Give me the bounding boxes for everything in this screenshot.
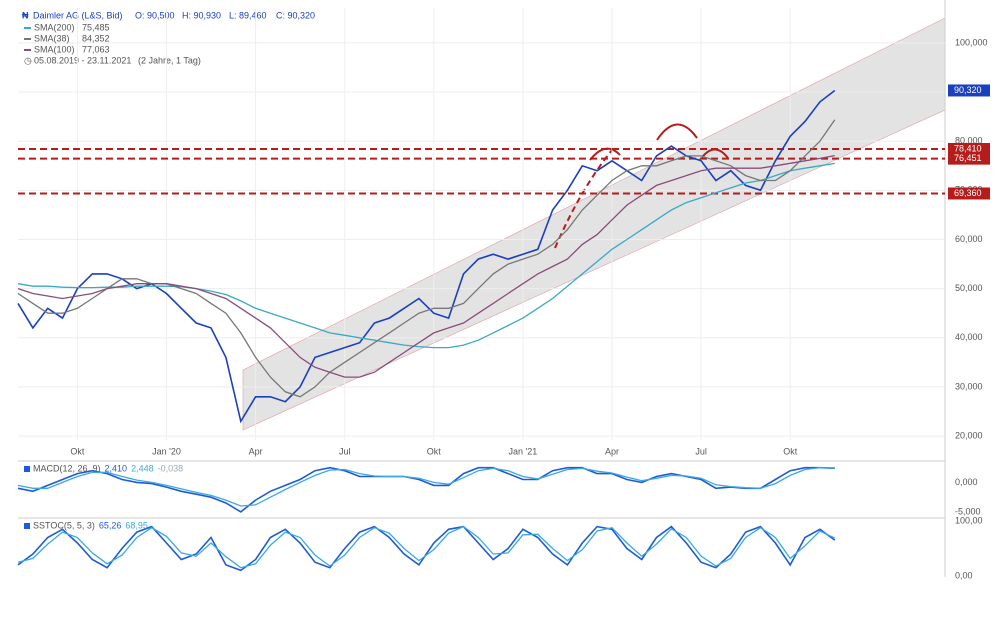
x-tick-label: Jul [695, 446, 707, 456]
y-tick-label: 40,000 [955, 332, 983, 342]
level-label: 69,360 [954, 188, 982, 198]
x-tick-label: Jan '20 [152, 446, 181, 456]
legend-value: 2,410 [105, 463, 128, 473]
ohlc-value: H: 90,930 [182, 10, 221, 20]
ohlc-value: L: 89,460 [229, 10, 267, 20]
x-tick-label: Jul [339, 446, 351, 456]
series-line [17, 525, 836, 569]
x-tick-label: Okt [70, 446, 85, 456]
logo: ₦ [22, 10, 29, 20]
legend-value: 2,448 [131, 463, 154, 473]
legend-value: 77,063 [82, 44, 110, 54]
series-line [17, 467, 835, 507]
y-tick-label: 100,000 [955, 37, 988, 47]
x-tick-label: Jan '21 [509, 446, 538, 456]
y-tick-label: 0,000 [955, 477, 978, 487]
legend-label: SMA(100) [34, 44, 75, 54]
legend-label: SMA(200) [34, 22, 75, 32]
legend-value: 75,485 [82, 22, 110, 32]
clock-icon: ◷ [24, 55, 32, 65]
date-span: (2 Jahre, 1 Tag) [138, 55, 201, 65]
y-tick-label: 20,000 [955, 430, 983, 440]
x-tick-label: Apr [605, 446, 619, 456]
x-tick-label: Okt [783, 446, 798, 456]
y-tick-label: -5,000 [955, 506, 981, 516]
legend-label: SMA(38) [34, 33, 70, 43]
legend-label: SSTOC(5, 5, 3) [33, 520, 95, 530]
level-label: 76,451 [954, 153, 982, 163]
x-tick-label: Apr [249, 446, 263, 456]
x-tick-label: Okt [427, 446, 442, 456]
legend-value: 84,352 [82, 33, 110, 43]
series-line [17, 154, 835, 378]
legend-value: 68,95 [125, 520, 148, 530]
y-tick-label: 30,000 [955, 381, 983, 391]
series-line [17, 162, 835, 349]
y-tick-label: 60,000 [955, 234, 983, 244]
ohlc-value: C: 90,320 [276, 10, 315, 20]
y-tick-label: 0,00 [955, 570, 973, 580]
legend-swatch [24, 523, 30, 529]
level-label: 78,410 [954, 143, 982, 153]
legend-value: -0,038 [158, 463, 184, 473]
series-line [17, 89, 836, 424]
y-tick-label: 100,00 [955, 515, 983, 525]
ohlc-value: O: 90,500 [135, 10, 175, 20]
level-badge [948, 187, 990, 200]
level-badge [948, 143, 990, 156]
price-badge [948, 84, 990, 97]
price-label: 90,320 [954, 85, 982, 95]
head-arc [656, 123, 698, 141]
legend-value: 65,26 [99, 520, 122, 530]
y-tick-label: 50,000 [955, 283, 983, 293]
date-range: 05.08.2019 - 23.11.2021 [34, 55, 131, 65]
legend-label: MACD(12, 26, 9) [33, 463, 101, 473]
series-line [17, 466, 835, 513]
legend-swatch [24, 466, 30, 472]
level-badge [948, 152, 990, 165]
trend-channel [242, 17, 946, 431]
y-tick-label: 80,000 [955, 136, 983, 146]
